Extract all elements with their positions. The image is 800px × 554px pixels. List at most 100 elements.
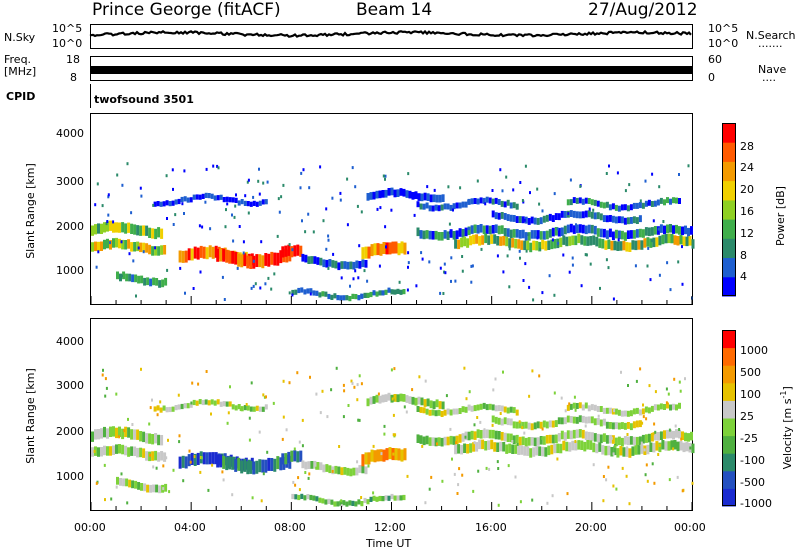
echo-speckle: [407, 261, 410, 265]
echo-speckle: [112, 220, 115, 224]
echo-cell: [626, 217, 630, 225]
power-ytick-4000: 4000: [56, 127, 84, 140]
echo-speckle: [678, 428, 681, 431]
echo-cell: [521, 436, 525, 446]
echo-cell: [159, 407, 163, 413]
echo-cell: [174, 199, 178, 205]
echo-cell: [287, 244, 291, 256]
echo-cell: [494, 197, 498, 204]
velocity-cbar-tick-500: 500: [740, 366, 761, 379]
echo-speckle: [342, 415, 345, 419]
echo-cell: [506, 407, 510, 414]
echo-speckle: [514, 475, 517, 479]
echo-cell: [210, 193, 214, 199]
echo-cell: [675, 429, 678, 438]
echo-cell: [303, 289, 307, 295]
echo-speckle: [304, 230, 307, 234]
echo-cell: [431, 231, 435, 240]
echo-cell: [673, 440, 677, 450]
echo-cell: [690, 226, 693, 235]
echo-cell: [249, 406, 253, 412]
echo-speckle: [247, 211, 250, 215]
echo-cell: [152, 277, 156, 286]
echo-cell: [581, 198, 585, 205]
echo-cell: [511, 238, 515, 248]
echo-cell: [400, 449, 404, 462]
echo-cell: [131, 480, 135, 489]
echo-speckle: [657, 227, 660, 231]
echo-cell: [479, 197, 483, 204]
echo-cell: [333, 501, 337, 507]
echo-cell: [294, 289, 298, 295]
echo-cell: [493, 234, 497, 244]
echo-cell: [583, 236, 587, 246]
echo-cell: [327, 498, 331, 504]
echo-cell: [581, 429, 585, 439]
echo-cell: [237, 200, 241, 206]
echo-cell: [641, 229, 645, 238]
echo-cell: [207, 193, 211, 199]
echo-speckle: [205, 167, 208, 171]
echo-cell: [518, 436, 522, 446]
echo-speckle: [428, 487, 431, 491]
echo-cell: [211, 246, 215, 259]
echo-cell: [411, 192, 415, 200]
echo-cell: [345, 501, 349, 507]
echo-cell: [381, 496, 385, 502]
echo-speckle: [132, 259, 135, 263]
echo-cell: [526, 446, 530, 456]
echo-cell: [246, 461, 250, 475]
echo-cell: [130, 223, 134, 234]
echo-cell: [666, 224, 669, 234]
nave-dots: ....: [762, 71, 776, 84]
echo-cell: [325, 259, 329, 268]
echo-cell: [596, 228, 600, 237]
echo-cell: [506, 199, 510, 206]
echo-cell: [366, 292, 370, 298]
echo-cell: [614, 216, 618, 224]
echo-speckle: [467, 199, 470, 203]
echo-speckle: [118, 435, 121, 439]
echo-cell: [604, 445, 608, 456]
echo-cell: [160, 451, 164, 461]
echo-cell: [281, 246, 285, 258]
echo-cell: [276, 252, 280, 266]
echo-cell: [666, 402, 669, 409]
echo-speckle: [360, 210, 363, 214]
echo-cell: [364, 246, 368, 259]
echo-cell: [186, 197, 190, 203]
echo-cell: [497, 199, 501, 205]
echo-speckle: [428, 260, 431, 264]
echo-cell: [608, 215, 612, 222]
echo-cell: [352, 261, 356, 270]
echo-cell: [143, 277, 147, 286]
echo-cell: [396, 495, 400, 501]
echo-cell: [94, 224, 97, 235]
echo-cell: [664, 441, 668, 451]
echo-cell: [246, 201, 250, 207]
echo-speckle: [339, 198, 342, 202]
echo-speckle: [322, 219, 325, 223]
echo-cell: [541, 446, 545, 457]
echo-speckle: [126, 501, 129, 505]
echo-cell: [354, 294, 358, 300]
echo-cell: [364, 260, 368, 268]
echo-speckle: [260, 499, 263, 503]
echo-cell: [676, 441, 680, 452]
echo-cell: [267, 457, 271, 471]
echo-speckle: [307, 212, 310, 216]
echo-cell: [243, 405, 247, 411]
echo-cell: [441, 401, 445, 410]
echo-cell: [512, 202, 516, 209]
echo-cell: [611, 203, 615, 210]
echo-cell: [487, 235, 491, 245]
echo-speckle: [162, 487, 165, 491]
echo-cell: [225, 401, 229, 407]
echo-speckle: [159, 400, 162, 404]
echo-cell: [139, 225, 143, 236]
echo-cell: [193, 246, 197, 259]
echo-speckle: [131, 423, 134, 426]
echo-cell: [553, 239, 557, 249]
echo-cell: [130, 242, 134, 252]
echo-speckle: [612, 484, 615, 488]
